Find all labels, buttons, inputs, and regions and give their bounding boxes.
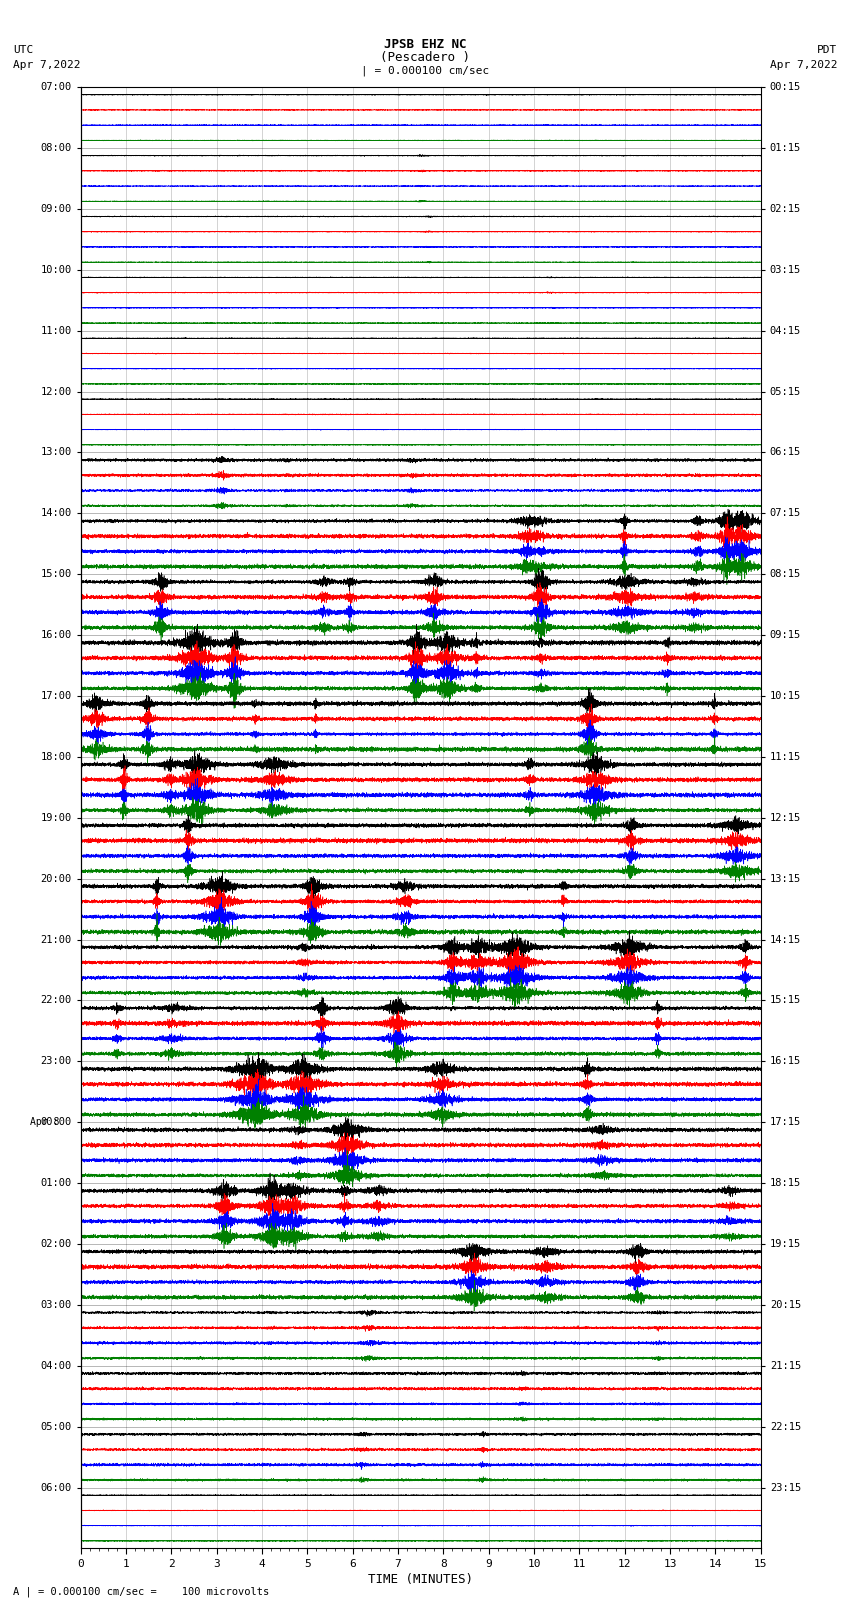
Text: Apr 7,2022: Apr 7,2022 [13,60,80,69]
Text: Apr 7,2022: Apr 7,2022 [770,60,837,69]
Text: (Pescadero ): (Pescadero ) [380,50,470,65]
X-axis label: TIME (MINUTES): TIME (MINUTES) [368,1573,473,1586]
Text: JPSB EHZ NC: JPSB EHZ NC [383,37,467,50]
Text: UTC: UTC [13,45,33,55]
Text: Apr 8: Apr 8 [30,1118,60,1127]
Text: | = 0.000100 cm/sec: | = 0.000100 cm/sec [361,66,489,76]
Text: A | = 0.000100 cm/sec =    100 microvolts: A | = 0.000100 cm/sec = 100 microvolts [13,1586,269,1597]
Text: PDT: PDT [817,45,837,55]
